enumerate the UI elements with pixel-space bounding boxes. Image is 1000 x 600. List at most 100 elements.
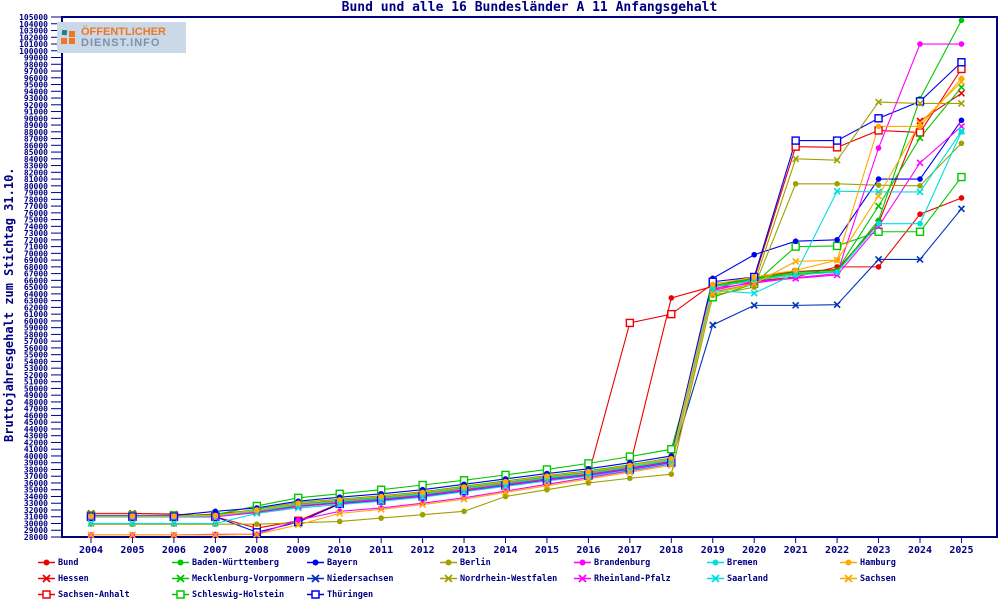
marker-square — [915, 227, 925, 236]
site-logo[interactable]: ÖFFENTLICHER DIENST.INFO — [57, 22, 186, 53]
marker-x — [667, 459, 675, 467]
marker-x — [377, 497, 385, 505]
y-tick-label: 48000 — [24, 398, 48, 407]
y-tick-label: 86000 — [24, 141, 48, 150]
marker-square — [832, 241, 842, 251]
marker-x — [336, 509, 344, 517]
marker-dot — [212, 512, 219, 519]
y-tick-label: 41000 — [24, 445, 48, 454]
y-tick-label: 87000 — [24, 135, 48, 144]
marker-dot — [958, 195, 965, 201]
marker-x — [584, 475, 592, 483]
marker-square — [832, 143, 842, 152]
marker-square — [874, 227, 883, 236]
marker-square — [667, 445, 676, 454]
x-tick-label: 2008 — [245, 545, 269, 556]
marker-dot — [792, 267, 799, 274]
y-tick-label: 72000 — [24, 236, 48, 245]
marker-x — [750, 289, 758, 297]
marker-dot — [875, 182, 882, 188]
marker-dot — [129, 513, 136, 519]
y-tick-label: 53000 — [24, 364, 48, 373]
series-line-niedersachsen — [91, 208, 962, 518]
marker-dot — [668, 455, 675, 462]
marker-x — [833, 156, 841, 164]
marker-x — [460, 495, 468, 503]
y-tick-label: 46000 — [24, 411, 48, 420]
y-tick-label: 80000 — [24, 182, 48, 191]
y-tick-label: 71000 — [24, 243, 48, 252]
x-tick-label: 2014 — [493, 545, 517, 556]
marker-dot — [461, 484, 467, 490]
marker-dot — [751, 274, 757, 280]
series-line-schleswig-holstein — [91, 176, 962, 516]
y-tick-label: 49000 — [24, 391, 48, 400]
y-tick-label: 59000 — [24, 324, 48, 333]
marker-x — [750, 301, 758, 309]
y-tick-label: 34000 — [24, 492, 48, 501]
x-tick-label: 2007 — [203, 545, 227, 556]
marker-square — [791, 136, 800, 145]
y-tick-label: 81000 — [24, 175, 48, 184]
marker-x — [792, 257, 800, 266]
marker-dot — [875, 176, 882, 182]
marker-dot — [958, 140, 965, 147]
marker-dot — [253, 521, 260, 527]
series-line-thueringen — [91, 61, 962, 533]
marker-x — [377, 505, 385, 513]
y-tick-label: 105000 — [19, 13, 48, 22]
marker-dot — [917, 220, 923, 227]
marker-dot — [627, 475, 633, 482]
marker-x — [501, 482, 510, 490]
series-line-rheinland-pfalz — [91, 125, 962, 518]
logo-text-line1: ÖFFENTLICHER — [81, 25, 166, 38]
marker-x — [916, 99, 924, 108]
marker-dot — [171, 513, 177, 519]
marker-x — [211, 531, 219, 539]
marker-dot — [668, 295, 675, 301]
marker-square — [915, 97, 925, 106]
marker-dot — [709, 281, 716, 288]
marker-x — [833, 187, 841, 195]
y-tick-label: 62000 — [24, 303, 48, 312]
y-tick-label: 100000 — [19, 47, 48, 56]
marker-x — [792, 155, 800, 163]
marker-x — [957, 99, 966, 108]
marker-x — [419, 501, 427, 509]
marker-square — [957, 58, 966, 67]
y-tick-label: 76000 — [24, 209, 48, 218]
x-tick-label: 2021 — [784, 545, 808, 556]
y-tick-label: 65000 — [24, 283, 48, 292]
marker-dot — [502, 488, 509, 494]
y-tick-label: 67000 — [24, 270, 48, 279]
y-tick-label: 51000 — [24, 378, 48, 387]
marker-dot — [502, 478, 509, 485]
marker-x — [460, 488, 468, 496]
y-tick-label: 39000 — [24, 459, 48, 468]
x-tick-label: 2022 — [825, 545, 849, 556]
marker-x — [87, 531, 95, 539]
marker-dot — [544, 473, 550, 480]
y-tick-label: 94000 — [24, 87, 48, 96]
marker-dot — [917, 211, 923, 217]
marker-dot — [419, 489, 426, 496]
y-tick-label: 73000 — [24, 229, 48, 238]
logo-squares-icon — [61, 29, 75, 44]
marker-x — [916, 119, 924, 127]
y-tick-label: 29000 — [24, 526, 48, 535]
marker-x — [916, 134, 924, 142]
marker-square — [584, 459, 593, 468]
y-tick-label: 98000 — [24, 60, 48, 69]
marker-square — [625, 318, 635, 328]
x-tick-label: 2020 — [742, 545, 766, 556]
marker-square — [625, 452, 635, 461]
y-tick-label: 55000 — [24, 351, 48, 360]
y-tick-label: 58000 — [24, 330, 48, 339]
y-tick-label: 57000 — [24, 337, 48, 346]
series-line-saarland — [91, 130, 962, 525]
y-tick-label: 96000 — [24, 74, 48, 83]
marker-dot — [378, 505, 384, 511]
marker-x — [294, 504, 302, 512]
